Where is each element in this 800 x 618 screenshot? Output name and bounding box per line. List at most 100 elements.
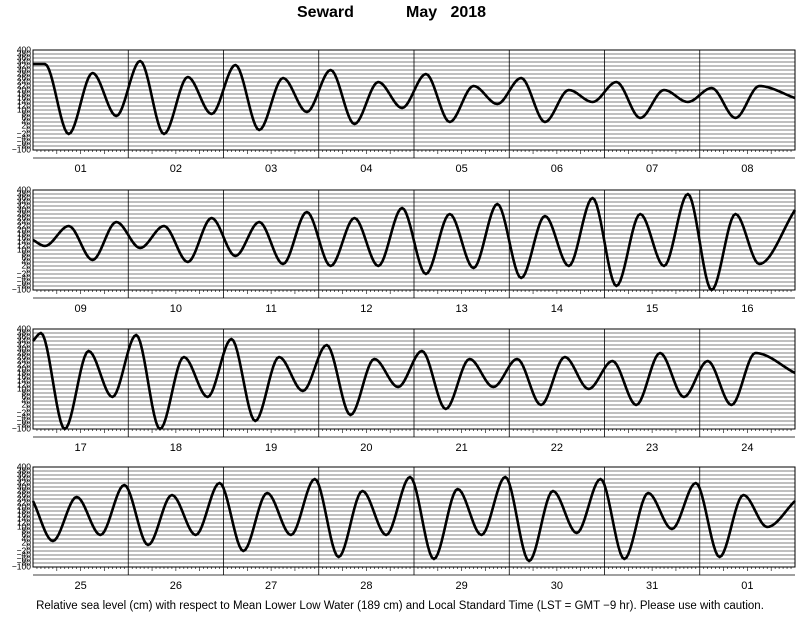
y-tick-label: 280 <box>17 69 31 79</box>
y-tick-label: 320 <box>17 61 31 71</box>
tide-curve <box>32 192 797 292</box>
y-tick-label: 280 <box>17 486 31 496</box>
y-tick-label: 120 <box>17 518 31 528</box>
y-tick-label: 240 <box>17 77 31 87</box>
y-tick-label: −100 <box>12 424 31 434</box>
y-tick-label: 40 <box>22 117 32 127</box>
y-tick-label: 200 <box>17 364 31 374</box>
y-tick-label: 140 <box>17 237 31 247</box>
y-tick-label: 340 <box>17 474 31 484</box>
panel-frame <box>32 328 796 430</box>
y-tick-label: 240 <box>17 217 31 227</box>
y-tick-label: 400 <box>17 45 31 55</box>
month-year-title: May 2018 <box>406 4 486 22</box>
y-tick-label: 400 <box>17 462 31 472</box>
day-label: 20 <box>360 442 372 454</box>
y-tick-label: 260 <box>17 73 31 83</box>
y-tick-label: 60 <box>22 530 32 540</box>
y-tick-label: 280 <box>17 209 31 219</box>
day-label: 10 <box>170 303 182 315</box>
day-label: 18 <box>170 442 182 454</box>
day-label: 28 <box>360 580 372 592</box>
panel-frame <box>32 466 796 568</box>
y-tick-label: 200 <box>17 502 31 512</box>
tide-curve <box>33 59 796 136</box>
y-tick-label: 80 <box>22 526 32 536</box>
day-label: 05 <box>456 163 468 175</box>
y-tick-label: 0 <box>26 265 31 275</box>
day-label: 22 <box>551 442 563 454</box>
day-label: 30 <box>551 580 563 592</box>
y-tick-label: 180 <box>17 89 31 99</box>
y-tick-label: 380 <box>17 328 31 338</box>
y-tick-label: 260 <box>17 490 31 500</box>
y-tick-label: 140 <box>17 376 31 386</box>
y-tick-label: 300 <box>17 205 31 215</box>
day-label: 08 <box>741 163 753 175</box>
day-label: 25 <box>75 580 87 592</box>
y-tick-label: 140 <box>17 97 31 107</box>
y-tick-label: −40 <box>17 550 32 560</box>
y-tick-label: 140 <box>17 514 31 524</box>
day-label: 31 <box>646 580 658 592</box>
y-tick-label: 80 <box>22 109 32 119</box>
day-label: 16 <box>741 303 753 315</box>
y-tick-label: 160 <box>17 510 31 520</box>
station-title: Seward <box>297 4 354 21</box>
y-tick-label: 220 <box>17 221 31 231</box>
tide-curve <box>31 475 796 563</box>
tide-curve <box>32 331 796 431</box>
y-tick-label: −40 <box>17 412 32 422</box>
y-tick-label: −80 <box>17 558 32 568</box>
y-tick-label: 160 <box>17 93 31 103</box>
y-tick-label: 400 <box>17 324 31 334</box>
y-tick-label: 100 <box>17 105 31 115</box>
y-tick-label: 180 <box>17 506 31 516</box>
y-tick-label: 280 <box>17 348 31 358</box>
day-label: 15 <box>646 303 658 315</box>
year-label: 2018 <box>450 4 487 21</box>
day-label: 17 <box>75 442 87 454</box>
y-tick-label: 260 <box>17 213 31 223</box>
y-tick-label: 0 <box>26 404 31 414</box>
y-tick-label: 100 <box>17 384 31 394</box>
y-tick-label: 60 <box>22 253 32 263</box>
y-tick-label: 160 <box>17 233 31 243</box>
y-tick-label: 320 <box>17 340 31 350</box>
y-tick-label: 200 <box>17 85 31 95</box>
day-label: 07 <box>646 163 658 175</box>
y-tick-label: 320 <box>17 478 31 488</box>
y-tick-label: 20 <box>22 538 32 548</box>
month-label: May <box>406 4 438 21</box>
day-label: 26 <box>170 580 182 592</box>
y-tick-label: 360 <box>17 470 31 480</box>
y-tick-label: 120 <box>17 101 31 111</box>
y-tick-label: 380 <box>17 466 31 476</box>
y-tick-label: −20 <box>17 269 32 279</box>
y-tick-label: −40 <box>17 273 32 283</box>
y-tick-label: 40 <box>22 534 32 544</box>
y-tick-label: −80 <box>17 141 32 151</box>
y-tick-label: 300 <box>17 344 31 354</box>
y-tick-label: 260 <box>17 352 31 362</box>
y-tick-label: 360 <box>17 193 31 203</box>
y-tick-label: 380 <box>17 49 31 59</box>
day-label: 13 <box>456 303 468 315</box>
chart-caption: Relative sea level (cm) with respect to … <box>36 600 764 612</box>
day-label: 01 <box>741 580 753 592</box>
y-tick-label: 80 <box>22 388 32 398</box>
y-tick-label: 240 <box>17 356 31 366</box>
day-label: 23 <box>646 442 658 454</box>
y-tick-label: 220 <box>17 81 31 91</box>
y-tick-label: 220 <box>17 498 31 508</box>
y-tick-label: 360 <box>17 53 31 63</box>
y-tick-label: 380 <box>17 189 31 199</box>
y-tick-label: 220 <box>17 360 31 370</box>
y-tick-label: 300 <box>17 65 31 75</box>
y-tick-label: 240 <box>17 494 31 504</box>
y-tick-label: 40 <box>22 257 32 267</box>
y-tick-label: −60 <box>17 416 32 426</box>
day-label: 02 <box>170 163 182 175</box>
day-label: 29 <box>456 580 468 592</box>
